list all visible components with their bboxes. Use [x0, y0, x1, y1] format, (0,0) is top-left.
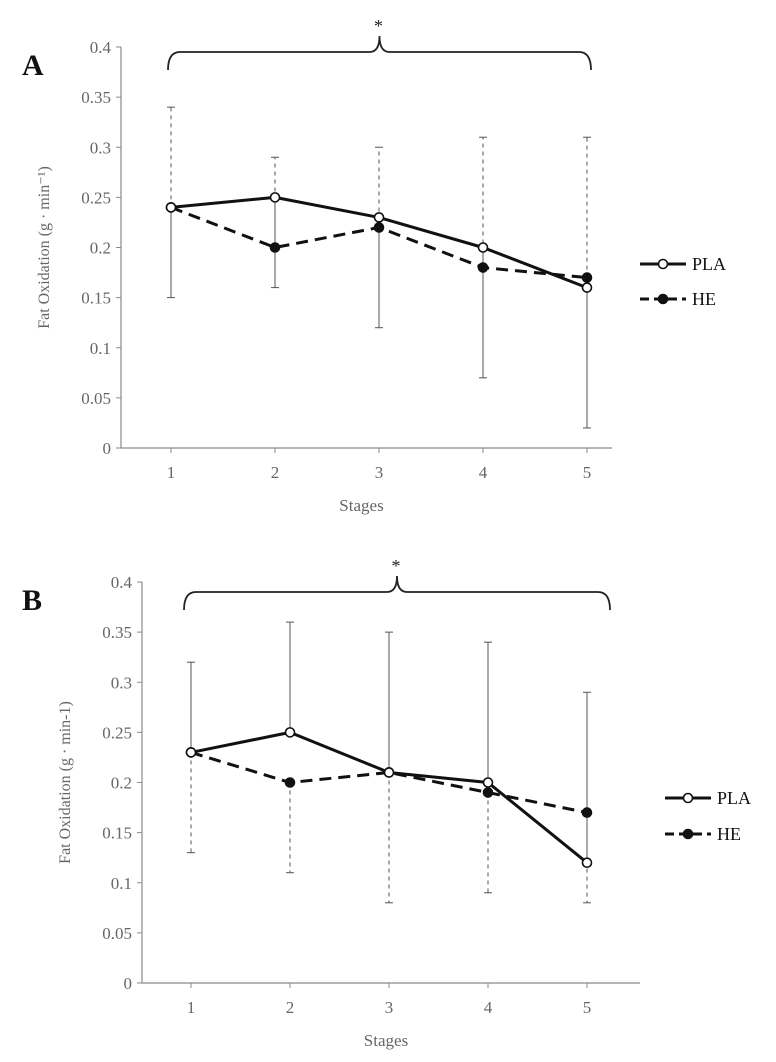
x-tick-label: 4 [484, 998, 493, 1017]
data-point-pla [185, 747, 197, 758]
x-axis-title: Stages [364, 1031, 408, 1050]
y-tick-label: 0.05 [102, 924, 132, 943]
legend-marker-he [657, 293, 669, 305]
y-tick-label: 0.2 [111, 774, 132, 793]
panel-label: B [22, 584, 42, 617]
y-tick-label: 0.25 [81, 188, 111, 207]
x-tick-label: 4 [479, 463, 488, 482]
x-tick-label: 5 [583, 463, 592, 482]
x-tick-label: 1 [187, 998, 196, 1017]
y-tick-label: 0 [124, 974, 133, 993]
data-point-he [284, 777, 296, 788]
legend-label-pla: PLA [717, 788, 751, 808]
chart-panel-b: B 0 0.05 0.1 0.15 0.2 0.25 0.3 0.35 0.4 1 2 3 4 5 Stage… [22, 556, 751, 1050]
y-axis-title: Fat Oxidation (g · min⁻¹) [36, 166, 53, 329]
data-point-pla [373, 212, 385, 223]
data-point-he [482, 787, 494, 798]
y-tick-label: 0.35 [102, 623, 132, 642]
data-point-pla [482, 777, 494, 788]
data-point-pla [165, 202, 177, 213]
panel-label: A [22, 49, 44, 82]
y-tick-label: 0.1 [111, 874, 132, 893]
legend-label-he: HE [692, 289, 716, 309]
x-axis-title: Stages [339, 496, 383, 515]
x-tick-label: 5 [583, 998, 592, 1017]
data-point-he [581, 807, 593, 818]
data-point-he [477, 262, 489, 273]
y-tick-label: 0.3 [111, 673, 132, 692]
y-tick-label: 0.3 [90, 138, 111, 157]
data-point-pla [581, 857, 593, 869]
x-tick-label: 3 [375, 463, 384, 482]
significance-marker: * [374, 16, 383, 36]
y-tick-label: 0 [103, 439, 112, 458]
y-tick-label: 0.4 [90, 38, 112, 57]
x-tick-label: 3 [385, 998, 394, 1017]
chart-panel-a: A 0 0.05 0.1 0.15 0.2 0.25 0.3 0.35 0.4 1 2 3 4 5 Stage… [22, 16, 726, 515]
significance-marker: * [392, 556, 401, 576]
y-tick-label: 0.35 [81, 88, 111, 107]
y-tick-label: 0.15 [102, 824, 132, 843]
legend-marker-he [682, 828, 694, 840]
legend-label-he: HE [717, 824, 741, 844]
data-point-he [269, 242, 281, 253]
y-tick-label: 0.2 [90, 239, 111, 258]
y-axis-title: Fat Oxidation (g · min-1) [57, 701, 74, 864]
data-point-he [581, 272, 593, 283]
data-point-pla [581, 282, 593, 293]
data-point-pla [269, 192, 281, 203]
data-point-pla [284, 727, 296, 738]
x-tick-label: 2 [271, 463, 280, 482]
data-point-he [373, 222, 385, 233]
y-tick-label: 0.4 [111, 573, 133, 592]
y-tick-label: 0.25 [102, 723, 132, 742]
series-line-he [190, 750, 588, 815]
y-tick-label: 0.05 [81, 389, 111, 408]
y-tick-label: 0.15 [81, 289, 111, 308]
legend-marker-pla [682, 792, 694, 804]
x-tick-label: 1 [167, 463, 176, 482]
legend-marker-pla [657, 258, 669, 270]
x-tick-label: 2 [286, 998, 295, 1017]
y-tick-label: 0.1 [90, 339, 111, 358]
legend-label-pla: PLA [692, 254, 726, 274]
data-point-pla [383, 767, 395, 778]
significance-brace [183, 575, 611, 611]
significance-brace [167, 35, 592, 71]
data-point-pla [477, 242, 489, 253]
